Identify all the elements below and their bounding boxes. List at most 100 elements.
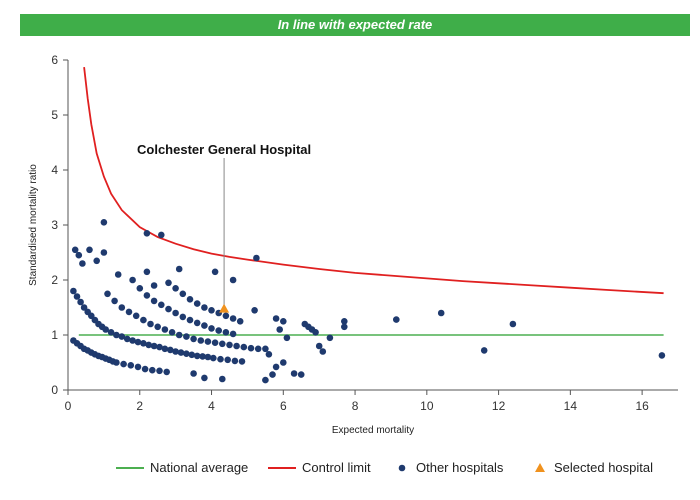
other-hospital-point — [219, 340, 226, 348]
other-hospital-point — [113, 331, 120, 339]
other-hospital-point — [208, 307, 215, 314]
other-hospital-point — [262, 376, 269, 384]
chart-banner: In line with expected rate — [20, 14, 690, 36]
other-hospital-point — [224, 356, 231, 364]
other-hospital-point — [104, 290, 111, 298]
other-hospital-point — [125, 308, 133, 316]
other-hospital-point — [154, 323, 161, 331]
other-hospital-point — [102, 326, 109, 333]
other-hospital-point — [215, 327, 222, 334]
other-hospital-point — [211, 339, 219, 347]
other-hospital-point — [143, 292, 151, 299]
other-hospital-point — [280, 359, 287, 366]
other-hospital-point — [201, 304, 208, 311]
legend-selected-hospital-label: Selected hospital — [554, 460, 653, 475]
y-tick-label: 3 — [51, 218, 58, 232]
other-hospital-point — [172, 285, 179, 292]
other-hospital-point — [136, 285, 144, 292]
other-hospital-point — [156, 343, 163, 351]
other-hospital-point — [143, 268, 151, 276]
other-hospital-point — [172, 309, 179, 317]
other-hospital-point — [70, 287, 77, 295]
other-hospital-point — [204, 353, 212, 361]
other-hospital-point — [199, 353, 206, 360]
y-axis-title: Standardised mortality ratio — [28, 164, 39, 286]
selected-hospital-point — [219, 303, 230, 313]
legend-control-limit-label: Control limit — [302, 460, 371, 475]
other-hospital-point — [222, 312, 230, 320]
other-hospital-point — [158, 231, 165, 239]
legend-other-hospitals-label: Other hospitals — [416, 460, 504, 475]
other-hospital-point — [208, 325, 215, 332]
other-hospital-point — [251, 307, 258, 314]
other-hospital-point — [280, 318, 287, 325]
other-hospital-point — [217, 355, 224, 363]
other-hospital-point — [73, 293, 81, 300]
other-hospital-point — [114, 271, 122, 278]
other-hospital-point — [175, 331, 183, 339]
other-hospital-point — [297, 371, 305, 378]
other-hospital-point — [156, 367, 163, 375]
other-hospital-point — [193, 319, 201, 327]
other-hospital-point — [100, 249, 108, 256]
other-hospital-point — [183, 350, 190, 358]
other-hospital-point — [269, 371, 276, 378]
other-hospital-point — [265, 351, 273, 358]
other-hospital-point — [140, 316, 147, 324]
other-hospital-point — [161, 345, 169, 353]
other-hospital-point — [211, 268, 219, 276]
annotation-label: Colchester General Hospital — [137, 142, 311, 157]
other-hospital-point — [193, 352, 201, 360]
other-hospital-point — [118, 304, 126, 311]
y-tick-label: 2 — [51, 273, 58, 287]
y-tick-label: 1 — [51, 328, 58, 342]
y-tick-label: 5 — [51, 108, 58, 122]
x-tick-label: 16 — [635, 399, 649, 413]
other-hospital-point — [240, 343, 248, 351]
other-hospital-point — [326, 334, 334, 342]
other-hospital-point — [509, 320, 517, 328]
other-hospital-point — [167, 346, 174, 354]
other-hospital-point — [127, 362, 135, 369]
other-hospital-point — [272, 315, 280, 322]
other-hospital-point — [132, 312, 140, 320]
x-tick-label: 8 — [352, 399, 359, 413]
other-hospital-point — [123, 335, 131, 343]
other-hospital-point — [312, 329, 319, 336]
other-hospital-point — [315, 342, 323, 350]
other-hospital-point — [197, 337, 205, 344]
other-hospital-point — [140, 340, 147, 347]
other-hospital-point — [172, 348, 179, 355]
other-hospital-point — [150, 297, 158, 305]
other-hospital-point — [290, 370, 298, 377]
other-hospital-point — [163, 368, 170, 376]
other-hospital-point — [165, 279, 172, 287]
other-hospital-point — [158, 301, 165, 309]
other-hospital-point — [222, 329, 230, 336]
other-hospital-point — [229, 330, 237, 338]
legend-national-average-label: National average — [150, 460, 248, 475]
other-hospital-point — [129, 276, 136, 284]
y-tick-label: 6 — [51, 53, 58, 67]
other-hospital-point — [188, 351, 196, 359]
other-hospital-point — [186, 316, 194, 324]
x-tick-label: 0 — [65, 399, 72, 413]
other-hospital-point — [238, 358, 246, 365]
other-hospital-point — [168, 329, 176, 336]
other-hospital-point — [658, 352, 666, 359]
other-hospital-point — [272, 363, 280, 371]
other-hospital-point — [150, 342, 158, 350]
x-tick-label: 10 — [420, 399, 434, 413]
other-hospital-point — [107, 329, 115, 336]
x-tick-label: 4 — [208, 399, 215, 413]
x-tick-label: 6 — [280, 399, 287, 413]
other-hospital-point — [150, 282, 158, 289]
other-hospital-point — [190, 335, 197, 343]
other-hospital-point — [80, 304, 88, 311]
other-hospital-point — [179, 290, 187, 298]
other-hospital-point — [118, 333, 126, 340]
other-hospital-point — [201, 374, 208, 382]
other-hospital-point — [134, 363, 142, 371]
